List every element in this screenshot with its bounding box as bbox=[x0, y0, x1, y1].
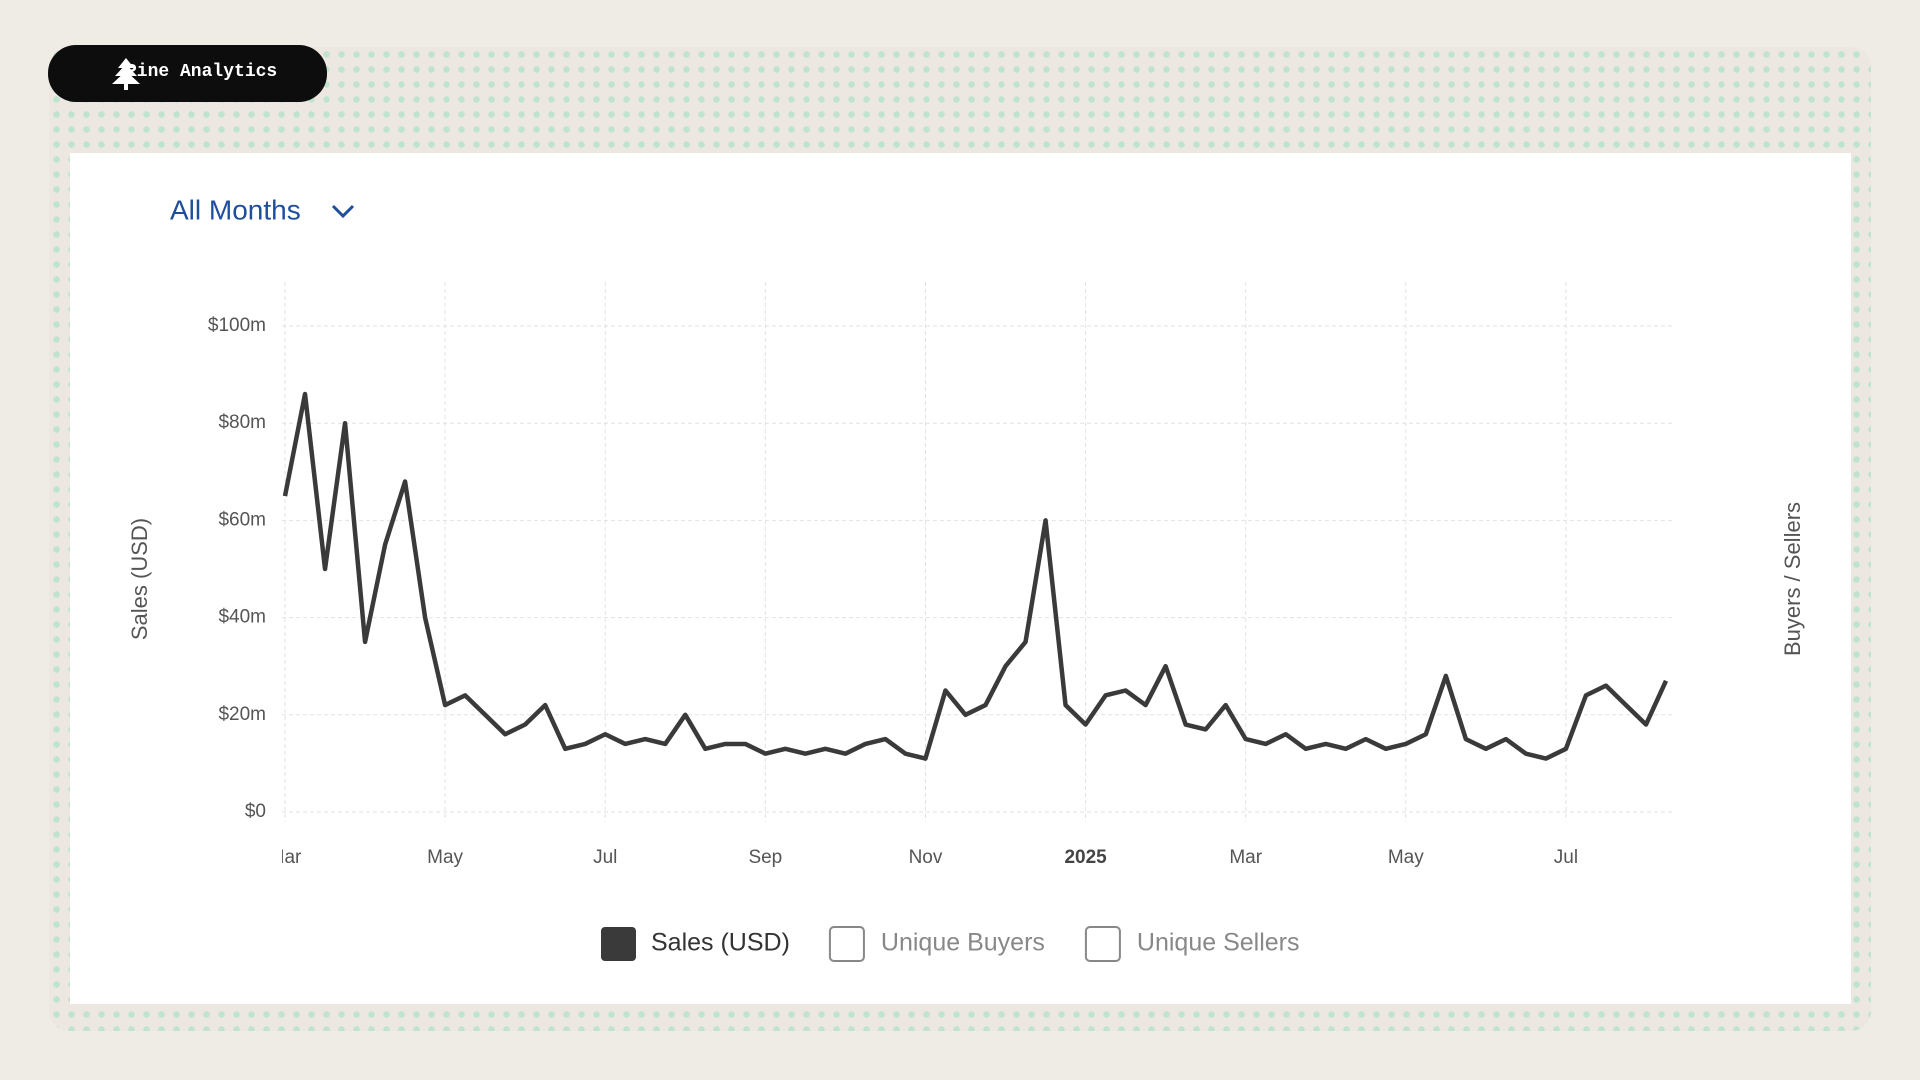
x-tick-label: Jul bbox=[593, 847, 617, 868]
x-tick-label: May bbox=[1388, 847, 1424, 868]
y2-axis-title: Buyers / Sellers bbox=[1780, 502, 1805, 656]
legend-checkbox bbox=[828, 926, 865, 962]
legend-label: Unique Sellers bbox=[1137, 929, 1300, 957]
month-dropdown[interactable]: All Months bbox=[170, 194, 301, 225]
x-tick-label: Mar bbox=[269, 847, 302, 868]
tree-icon bbox=[112, 58, 140, 90]
brand-name: Pine Analytics bbox=[126, 62, 278, 82]
x-tick-label: 2025 bbox=[1064, 847, 1107, 868]
sales-line bbox=[282, 391, 1669, 761]
y-tick-label: $40m bbox=[218, 607, 266, 628]
legend-checkbox bbox=[1084, 926, 1121, 962]
y-tick-label: $20m bbox=[218, 704, 266, 725]
y-tick-label: $60m bbox=[218, 509, 266, 530]
card bbox=[70, 153, 1851, 1004]
x-tick-label: Jul bbox=[1554, 847, 1578, 868]
dropdown-chevron[interactable] bbox=[331, 204, 355, 219]
x-axis: Mar May Jul Sep Nov 2025 Mar May Jul bbox=[269, 847, 1578, 868]
y-axis-title: Sales (USD) bbox=[127, 518, 152, 640]
x-tick-label: Sep bbox=[748, 847, 782, 868]
x-tick-label: Nov bbox=[909, 847, 943, 868]
x-tick-label: May bbox=[427, 847, 463, 868]
brand-badge[interactable]: Pine Analytics bbox=[48, 45, 327, 102]
x-tick-label: Mar bbox=[1229, 847, 1262, 868]
y-tick-label: $0 bbox=[245, 801, 266, 822]
y-tick-label: $100m bbox=[208, 315, 266, 336]
legend-label: Sales (USD) bbox=[651, 929, 790, 957]
legend-label: Unique Buyers bbox=[881, 929, 1045, 957]
legend-swatch bbox=[601, 927, 636, 961]
y-tick-label: $80m bbox=[218, 412, 266, 433]
